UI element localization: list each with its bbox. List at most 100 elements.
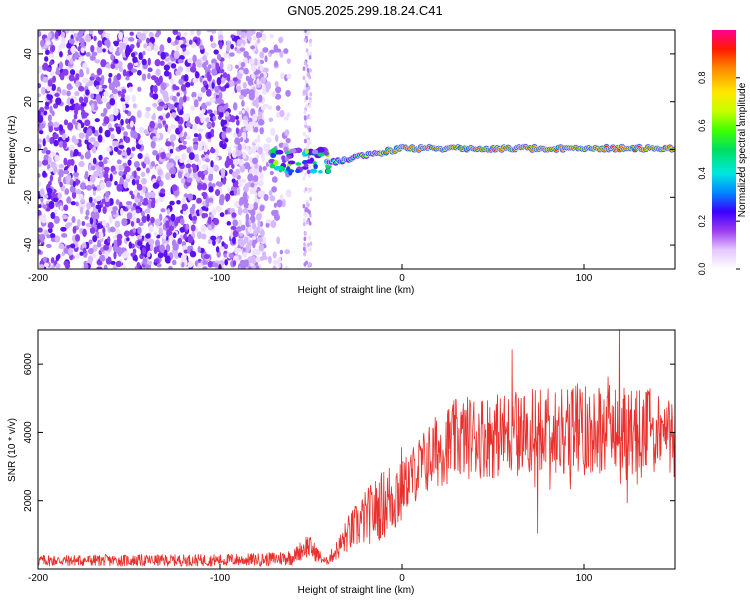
heatmap-cell bbox=[134, 255, 138, 262]
heatmap-cell bbox=[63, 169, 70, 175]
heatmap-cell bbox=[138, 126, 145, 134]
heatmap-cell bbox=[303, 252, 306, 257]
heatmap-cell bbox=[75, 80, 80, 88]
heatmap-cell bbox=[264, 143, 271, 151]
heatmap-cell bbox=[113, 58, 119, 64]
heatmap-cell bbox=[251, 255, 257, 265]
heatmap-cell bbox=[152, 178, 157, 184]
heatmap-cell bbox=[211, 62, 216, 70]
heatmap-cell bbox=[127, 62, 134, 71]
heatmap-cell bbox=[101, 198, 106, 204]
heatmap-cell bbox=[92, 235, 98, 243]
heatmap-cell bbox=[295, 168, 301, 174]
heatmap-cell bbox=[243, 127, 247, 132]
heatmap-cell bbox=[257, 220, 261, 227]
heatmap-cell bbox=[112, 170, 118, 175]
heatmap-cell bbox=[66, 42, 72, 49]
heatmap-cell bbox=[156, 133, 161, 139]
heatmap-cell bbox=[38, 227, 43, 233]
heatmap-cell bbox=[255, 265, 260, 269]
heatmap-cell bbox=[240, 224, 246, 231]
heatmap-cell bbox=[218, 34, 224, 41]
heatmap-cell bbox=[71, 216, 76, 224]
heatmap-cell bbox=[126, 147, 132, 156]
heatmap-cell bbox=[192, 62, 196, 69]
heatmap-cell bbox=[207, 239, 212, 245]
heatmap-cell bbox=[230, 43, 235, 50]
heatmap-cell bbox=[170, 63, 177, 69]
heatmap-cell bbox=[157, 123, 163, 129]
heatmap-cell bbox=[68, 247, 73, 256]
heatmap-cell bbox=[86, 184, 92, 191]
heatmap-cell bbox=[65, 30, 70, 34]
heatmap-cell bbox=[230, 34, 235, 39]
heatmap-cell bbox=[82, 112, 89, 117]
heatmap-cell bbox=[303, 116, 307, 121]
heatmap-cell bbox=[262, 47, 269, 53]
heatmap-cell bbox=[256, 134, 261, 143]
heatmap-cell bbox=[259, 51, 265, 59]
heatmap-cell bbox=[240, 61, 246, 68]
heatmap-cell bbox=[150, 140, 156, 149]
heatmap-cell bbox=[148, 224, 154, 233]
heatmap-cell bbox=[135, 218, 141, 224]
heatmap-cell bbox=[38, 109, 41, 117]
heatmap-cell bbox=[155, 239, 161, 248]
heatmap-cell bbox=[84, 170, 89, 178]
heatmap-cell bbox=[238, 159, 244, 167]
heatmap-cell bbox=[58, 141, 63, 148]
heatmap-cell bbox=[219, 140, 224, 148]
heatmap-cell bbox=[93, 105, 99, 111]
heatmap-cell bbox=[170, 213, 176, 222]
heatmap-cell bbox=[252, 36, 257, 41]
heatmap-cell bbox=[98, 231, 104, 240]
heatmap-cell bbox=[237, 207, 243, 216]
heatmap-cell bbox=[116, 233, 123, 241]
colorbar-label: Normalized spectral amplitude bbox=[737, 82, 748, 217]
heatmap-cell bbox=[147, 200, 152, 205]
heatmap-cell bbox=[40, 39, 45, 48]
heatmap-cell bbox=[101, 84, 108, 89]
heatmap-cell bbox=[224, 137, 229, 143]
heatmap-cell bbox=[122, 69, 127, 77]
heatmap-cell bbox=[163, 70, 170, 77]
heatmap-cell bbox=[95, 77, 102, 82]
heatmap-cell bbox=[100, 74, 105, 83]
heatmap-cell bbox=[38, 204, 42, 209]
colorbar-gradient bbox=[712, 30, 736, 269]
heatmap-cell bbox=[108, 45, 115, 53]
heatmap-cell bbox=[284, 265, 289, 269]
heatmap-cell bbox=[308, 261, 312, 267]
heatmap-cell bbox=[308, 99, 312, 104]
heatmap-cell bbox=[169, 134, 177, 142]
heatmap-cell bbox=[146, 37, 150, 44]
heatmap-cell bbox=[79, 182, 86, 190]
heatmap-cell bbox=[242, 197, 249, 204]
heatmap-cell bbox=[316, 146, 325, 154]
snr-frame bbox=[37, 329, 676, 570]
heatmap-cell bbox=[69, 58, 74, 65]
heatmap-cell bbox=[38, 249, 42, 254]
heatmap-cell bbox=[141, 73, 147, 81]
heatmap-cell bbox=[200, 233, 207, 240]
heatmap-cell bbox=[113, 239, 118, 246]
heatmap-cell bbox=[110, 260, 116, 265]
heatmap-cell bbox=[49, 105, 53, 114]
heatmap-cell bbox=[91, 146, 97, 154]
heatmap-cell bbox=[304, 120, 308, 125]
heatmap-cell bbox=[260, 76, 266, 84]
heatmap-cell bbox=[157, 252, 164, 259]
heatmap-cell bbox=[92, 157, 97, 165]
heatmap-cell bbox=[153, 44, 159, 52]
heatmap-cell bbox=[197, 159, 202, 166]
heatmap-cell bbox=[137, 86, 142, 92]
heatmap-cell bbox=[166, 208, 171, 215]
x-tick-label: -200 bbox=[28, 273, 48, 284]
heatmap-cell bbox=[55, 263, 61, 269]
heatmap-cell bbox=[219, 212, 225, 218]
heatmap-cell bbox=[105, 63, 112, 69]
snr-x-ticks: -200 -100 0 100 bbox=[28, 564, 593, 584]
heatmap-cell bbox=[44, 56, 49, 62]
heatmap-cell bbox=[269, 33, 274, 39]
heatmap-cell bbox=[202, 200, 207, 207]
